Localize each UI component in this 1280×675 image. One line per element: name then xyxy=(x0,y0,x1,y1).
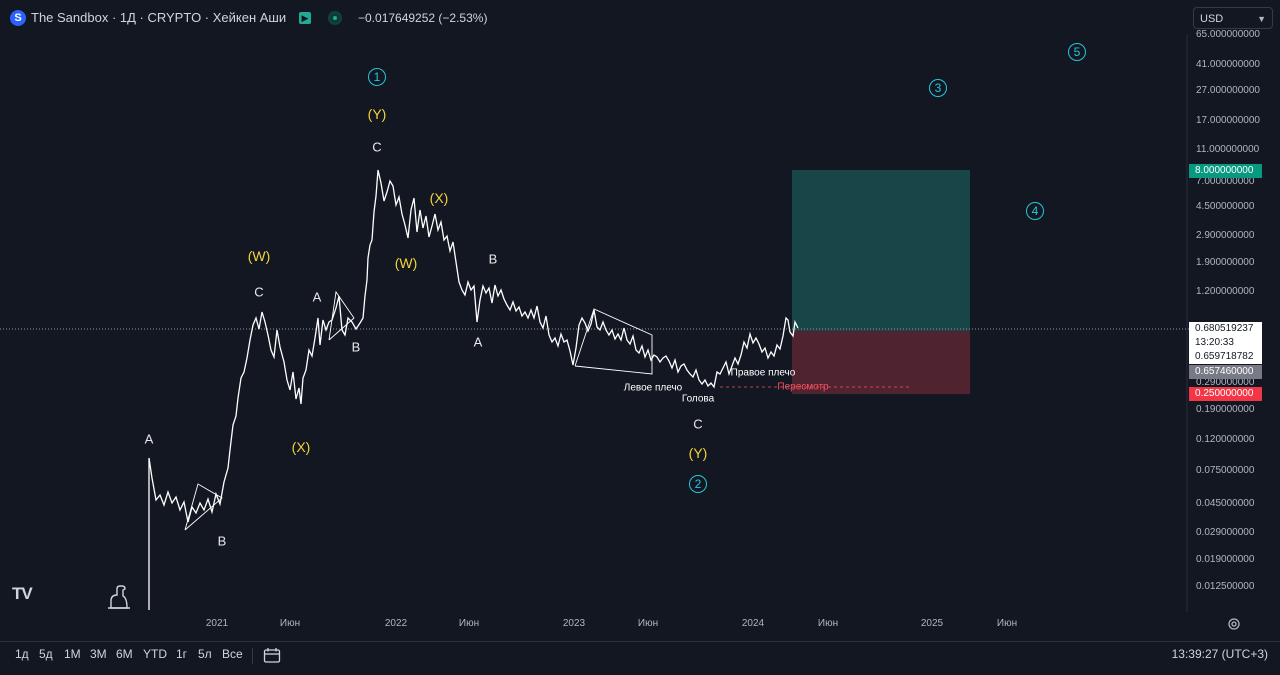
timeframe-5d[interactable]: 5д xyxy=(39,647,53,661)
time-axis-label: Июн xyxy=(996,618,1018,629)
price-axis-label: 1.200000000 xyxy=(1196,286,1255,297)
price-axis-label: 11.000000000 xyxy=(1196,144,1260,155)
label-b[interactable]: B xyxy=(488,251,498,267)
label-c[interactable]: C xyxy=(693,416,703,432)
symbol-title[interactable]: The Sandbox · 1Д · CRYPTO · Хейкен Аши xyxy=(31,10,287,25)
compare-icon[interactable] xyxy=(263,647,281,664)
time-axis-label: Июн xyxy=(458,618,480,629)
retest-label[interactable]: Пересмотр xyxy=(777,381,829,393)
price-axis-label: 0.190000000 xyxy=(1196,404,1255,415)
stop-price-badge[interactable]: 0.250000000 xyxy=(1189,387,1262,401)
label-c[interactable]: C xyxy=(372,139,382,155)
head-label[interactable]: Голова xyxy=(681,393,715,405)
timeframe-ytd[interactable]: YTD xyxy=(143,647,167,661)
label-b[interactable]: B xyxy=(351,339,361,355)
price-axis-label: 17.000000000 xyxy=(1196,115,1260,126)
price-axis-label: 2.900000000 xyxy=(1196,230,1255,241)
countdown-badge: 13:20:33 xyxy=(1189,336,1262,350)
left-shoulder-label[interactable]: Левое плечо xyxy=(623,382,683,394)
timeframe-3m[interactable]: 3М xyxy=(90,647,107,661)
price-axis-label: 0.019000000 xyxy=(1196,554,1255,565)
label-y[interactable]: (Y) xyxy=(688,445,708,461)
pattern-lines[interactable] xyxy=(184,290,653,531)
right-shoulder-label[interactable]: Правое плечо xyxy=(730,367,796,379)
top-bar: S The Sandbox · 1Д · CRYPTO · Хейкен Аши… xyxy=(0,0,1180,34)
currency-value: USD xyxy=(1200,13,1224,25)
label-a[interactable]: A xyxy=(312,289,322,305)
price-axis-label: 0.075000000 xyxy=(1196,465,1255,476)
entry-price-badge[interactable]: 0.657460000 xyxy=(1189,365,1262,379)
label-a[interactable]: A xyxy=(144,431,154,447)
time-axis-label: 2025 xyxy=(920,618,944,629)
price-axis-label: 0.045000000 xyxy=(1196,498,1255,509)
bottom-toolbar: 1д 5д 1М 3М 6М YTD 1г 5л Все 13:39:27 (U… xyxy=(0,641,1280,675)
time-axis-label: Июн xyxy=(637,618,659,629)
time-axis-label: 2024 xyxy=(741,618,765,629)
label-w[interactable]: (W) xyxy=(394,255,418,271)
timeframe-1d[interactable]: 1д xyxy=(15,647,29,661)
price-axis-label: 0.290000000 xyxy=(1196,377,1255,388)
last-price-badge[interactable]: 0.680519237 xyxy=(1189,322,1262,336)
loss-zone[interactable] xyxy=(792,331,970,394)
price-axis-label: 0.029000000 xyxy=(1196,527,1255,538)
toolbar-divider xyxy=(252,648,253,664)
timeframe-5y[interactable]: 5л xyxy=(198,647,212,661)
price-axis-label: 7.000000000 xyxy=(1196,176,1255,187)
label-c[interactable]: C xyxy=(254,284,264,300)
timeframe-6m[interactable]: 6М xyxy=(116,647,133,661)
price-axis-label: 65.000000000 xyxy=(1196,29,1260,40)
label-y[interactable]: (Y) xyxy=(367,106,387,122)
price-series xyxy=(148,169,799,610)
wave-2-marker[interactable]: 2 xyxy=(689,475,707,493)
label-x[interactable]: (X) xyxy=(429,190,449,206)
status-dot-icon xyxy=(330,13,340,23)
time-axis-label: Июн xyxy=(817,618,839,629)
currency-select[interactable]: USD ▼ xyxy=(1193,7,1273,29)
gear-icon[interactable] xyxy=(1227,617,1241,631)
timeframe-1m[interactable]: 1М xyxy=(64,647,81,661)
label-a[interactable]: A xyxy=(473,334,483,350)
timeframe-1y[interactable]: 1г xyxy=(176,647,188,661)
target-price-badge[interactable]: 8.000000000 xyxy=(1189,164,1262,178)
prev-close-badge: 0.659718782 xyxy=(1189,350,1262,364)
timeframe-all[interactable]: Все xyxy=(222,647,243,661)
label-b[interactable]: B xyxy=(217,533,227,549)
price-axis-label: 0.120000000 xyxy=(1196,434,1255,445)
time-axis-label: 2021 xyxy=(205,618,229,629)
price-axis-label: 41.000000000 xyxy=(1196,59,1260,70)
symbol-logo-icon: S xyxy=(10,10,26,26)
tradingview-logo[interactable]: TV xyxy=(12,584,33,603)
time-axis-label: 2022 xyxy=(384,618,408,629)
chevron-down-icon: ▼ xyxy=(1257,14,1266,24)
price-change: −0.017649252 (−2.53%) xyxy=(358,11,488,25)
time-axis-label: 2023 xyxy=(562,618,586,629)
wave-1-marker[interactable]: 1 xyxy=(368,68,386,86)
wave-4-marker[interactable]: 4 xyxy=(1026,202,1044,220)
flag-icon[interactable]: ▶ xyxy=(299,12,311,24)
label-x[interactable]: (X) xyxy=(291,439,311,455)
wave-3-marker[interactable]: 3 xyxy=(929,79,947,97)
price-axis-label: 1.900000000 xyxy=(1196,257,1255,268)
clock[interactable]: 13:39:27 (UTC+3) xyxy=(1171,647,1268,661)
price-axis-label: 0.012500000 xyxy=(1196,581,1255,592)
chart-canvas[interactable] xyxy=(0,0,1280,641)
time-axis-label: Июн xyxy=(279,618,301,629)
wave-5-marker[interactable]: 5 xyxy=(1068,43,1086,61)
price-axis-label: 27.000000000 xyxy=(1196,85,1260,96)
price-axis-label: 4.500000000 xyxy=(1196,201,1255,212)
profit-zone[interactable] xyxy=(792,170,970,331)
label-w[interactable]: (W) xyxy=(247,248,271,264)
dino-icon[interactable] xyxy=(108,584,130,610)
